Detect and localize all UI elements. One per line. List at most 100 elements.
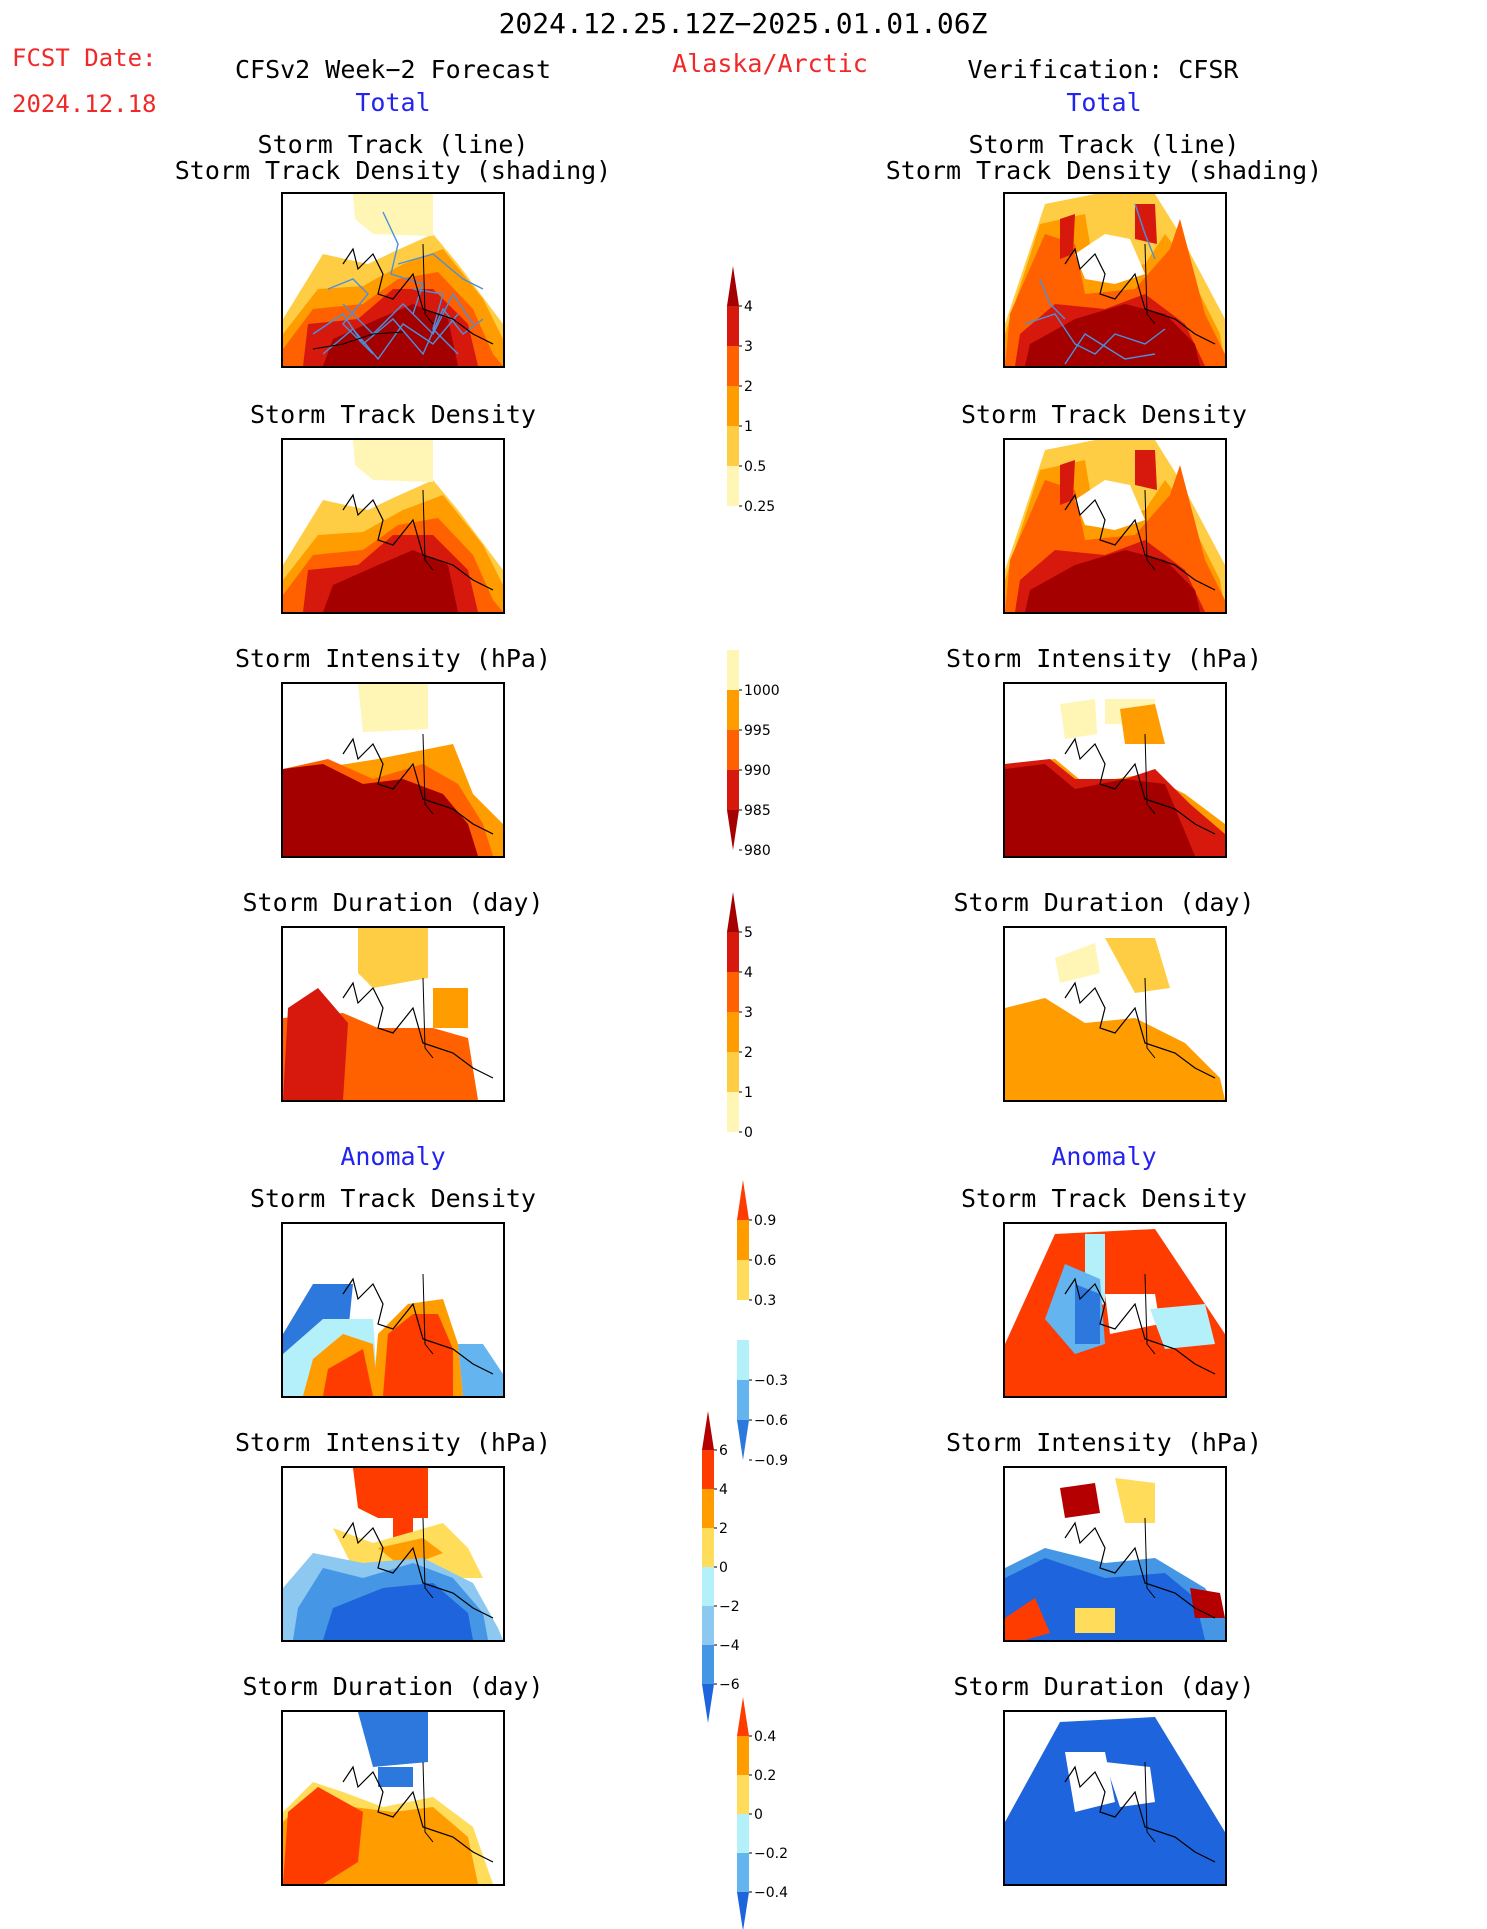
colorbar-duration-anom: 0.4 0.2 0 −0.2 −0.4	[735, 1695, 795, 1929]
panel-title-track-line-right: Storm Track (line)	[968, 130, 1240, 159]
colorbar-swatch	[737, 1380, 749, 1420]
colorbar-tick-label: 985	[744, 803, 771, 819]
colorbar-swatch	[737, 1340, 749, 1380]
colorbar-tick-label: 0.5	[744, 459, 766, 475]
colorbar-swatch	[727, 266, 739, 306]
total-label-right: Total	[1066, 88, 1142, 117]
colorbar-swatch	[737, 1853, 749, 1892]
region-label: Alaska/Arctic	[672, 49, 868, 78]
map-duration-anom-forecast	[281, 1710, 505, 1886]
map-duration-forecast	[281, 926, 505, 1102]
colorbar-swatch	[727, 346, 739, 386]
colorbar-tick-label: 980	[744, 843, 771, 859]
colorbar-swatch	[702, 1645, 714, 1684]
map-density-verification	[1003, 438, 1227, 614]
colorbar-tick-label: −6	[719, 1677, 740, 1693]
panel-title-density-anom-right: Storm Track Density	[961, 1184, 1247, 1213]
colorbar-tick-label: −0.3	[754, 1373, 788, 1389]
map-storm-track-forecast	[281, 192, 505, 368]
panel-title-intensity-anom-left: Storm Intensity (hPa)	[234, 1428, 552, 1457]
panel-title-track-shading-left: Storm Track Density (shading)	[174, 156, 612, 185]
colorbar-density-anom: 0.9 0.6 0.3 −0.3 −0.6 −0.9	[735, 1178, 795, 1469]
colorbar-tick-label: 0.25	[744, 499, 775, 515]
colorbar-tick-label: 0.6	[754, 1253, 776, 1269]
map-duration-verification	[1003, 926, 1227, 1102]
map-intensity-anom-verification	[1003, 1466, 1227, 1642]
colorbar-swatch	[702, 1450, 714, 1489]
colorbar-tick-label: 6	[719, 1443, 728, 1459]
colorbar-tick-label: 3	[744, 339, 753, 355]
colorbar-swatch	[737, 1736, 749, 1775]
panel-title-density-anom-left: Storm Track Density	[250, 1184, 536, 1213]
colorbar-swatch	[702, 1684, 714, 1723]
colorbar-tick-label: 0.9	[754, 1213, 776, 1229]
colorbar-tick-label: 4	[719, 1482, 728, 1498]
colorbar-swatch	[702, 1528, 714, 1567]
panel-title-intensity-right: Storm Intensity (hPa)	[945, 644, 1263, 673]
colorbar-swatch	[727, 1052, 739, 1092]
colorbar-swatch	[727, 972, 739, 1012]
colorbar-swatch	[727, 386, 739, 426]
colorbar-swatch	[727, 932, 739, 972]
colorbar-swatch	[727, 730, 739, 770]
colorbar-tick-label: 995	[744, 723, 771, 739]
colorbar-tick-label: 1	[744, 1085, 753, 1101]
fcst-date-value: 2024.12.18	[12, 90, 157, 118]
colorbar-swatch	[727, 892, 739, 932]
colorbar-swatch	[737, 1697, 749, 1736]
colorbar-tick-label: 0	[719, 1560, 728, 1576]
colorbar-tick-label: 0	[754, 1807, 763, 1823]
colorbar-swatch	[727, 690, 739, 730]
panel-title-duration-right: Storm Duration (day)	[953, 888, 1255, 917]
colorbar-duration-total: 5 4 3 2 1 0	[725, 890, 785, 1174]
panel-title-track-line-left: Storm Track (line)	[257, 130, 529, 159]
colorbar-tick-label: 2	[719, 1521, 728, 1537]
panel-title-track-shading-right: Storm Track Density (shading)	[885, 156, 1323, 185]
colorbar-swatch	[727, 306, 739, 346]
panel-title-duration-anom-left: Storm Duration (day)	[242, 1672, 544, 1701]
colorbar-intensity-anom: 6 4 2 0 −2 −4 −6	[700, 1409, 760, 1723]
colorbar-swatch	[737, 1420, 749, 1460]
anomaly-label-left: Anomaly	[340, 1142, 446, 1171]
colorbar-swatch	[702, 1606, 714, 1645]
colorbar-tick-label: 0	[744, 1125, 753, 1141]
colorbar-tick-label: 4	[744, 299, 753, 315]
panel-title-intensity-left: Storm Intensity (hPa)	[234, 644, 552, 673]
map-duration-anom-verification	[1003, 1710, 1227, 1886]
colorbar-tick-label: 990	[744, 763, 771, 779]
panel-title-intensity-anom-right: Storm Intensity (hPa)	[945, 1428, 1263, 1457]
total-label-left: Total	[355, 88, 431, 117]
colorbar-tick-label: 4	[744, 965, 753, 981]
colorbar-tick-label: 1000	[744, 683, 780, 699]
colorbar-swatch	[727, 1092, 739, 1132]
colorbar-tick-label: −0.6	[754, 1413, 788, 1429]
date-range-title: 2024.12.25.12Z−2025.01.01.06Z	[498, 7, 988, 40]
colorbar-tick-label: 2	[744, 1045, 753, 1061]
colorbar-tick-label: 0.2	[754, 1768, 776, 1784]
colorbar-tick-label: 1	[744, 419, 753, 435]
colorbar-swatch	[702, 1567, 714, 1606]
colorbar-swatch	[727, 650, 739, 690]
map-intensity-forecast	[281, 682, 505, 858]
colorbar-swatch	[727, 466, 739, 506]
colorbar-tick-label: −4	[719, 1638, 740, 1654]
colorbar-swatch	[727, 1012, 739, 1052]
colorbar-tick-label: 0.3	[754, 1293, 776, 1309]
map-storm-track-verification	[1003, 192, 1227, 368]
colorbar-tick-label: −0.2	[754, 1846, 788, 1862]
panel-title-duration-left: Storm Duration (day)	[242, 888, 544, 917]
colorbar-swatch	[702, 1411, 714, 1450]
colorbar-swatch	[727, 770, 739, 810]
colorbar-tick-label: 2	[744, 379, 753, 395]
colorbar-tick-label: −0.9	[754, 1453, 788, 1469]
colorbar-intensity-total: 1000 995 990 985 980	[725, 648, 785, 892]
colorbar-swatch	[737, 1180, 749, 1220]
map-density-anom-verification	[1003, 1222, 1227, 1398]
colorbar-swatch	[737, 1260, 749, 1300]
panel-title-density-right: Storm Track Density	[961, 400, 1247, 429]
fcst-date-label: FCST Date:	[12, 44, 157, 72]
colorbar-density-total: 4 3 2 1 0.5 0.25	[725, 264, 785, 548]
colorbar-swatch	[737, 1892, 749, 1929]
panel-title-density-left: Storm Track Density	[250, 400, 536, 429]
colorbar-tick-label: 5	[744, 925, 753, 941]
